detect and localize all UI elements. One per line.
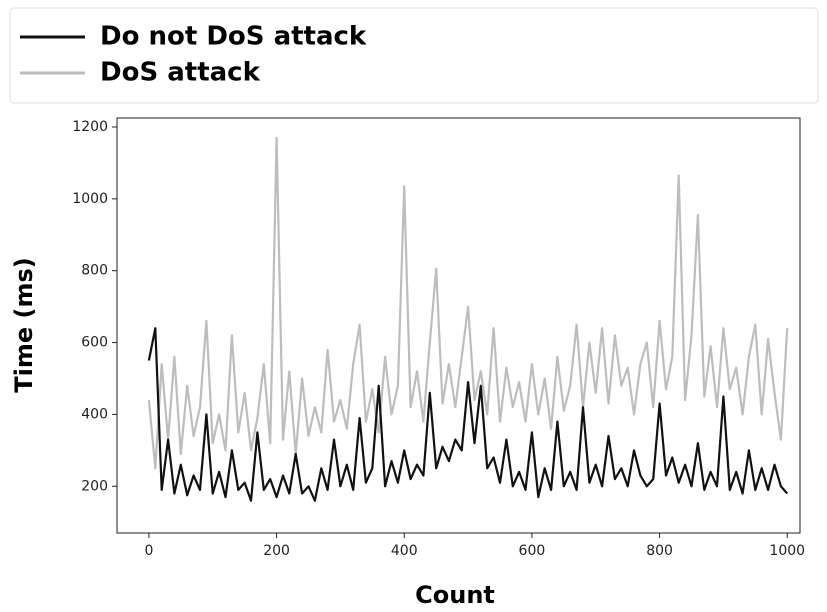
x-axis-label: Count — [415, 581, 495, 609]
y-tick-label: 600 — [81, 335, 108, 351]
series-line — [147, 136, 789, 470]
x-tick-label: 0 — [144, 543, 153, 559]
plot-frame — [116, 117, 801, 534]
x-tick-label: 200 — [263, 543, 290, 559]
y-tick-label: 1200 — [72, 119, 108, 135]
series-line — [147, 327, 789, 502]
y-tick-label: 400 — [81, 406, 108, 422]
y-tick-label: 1000 — [72, 191, 108, 207]
legend-label: Do not DoS attack — [100, 22, 367, 52]
legend-label: DoS attack — [100, 58, 261, 88]
x-tick-label: 400 — [391, 543, 418, 559]
y-tick-label: 800 — [81, 263, 108, 279]
x-tick-label: 1000 — [769, 543, 805, 559]
legend-box — [9, 7, 819, 104]
x-tick-label: 600 — [519, 543, 546, 559]
x-tick-label: 800 — [646, 543, 673, 559]
y-axis-label: Time (ms) — [10, 257, 38, 392]
y-tick-label: 200 — [81, 478, 108, 494]
